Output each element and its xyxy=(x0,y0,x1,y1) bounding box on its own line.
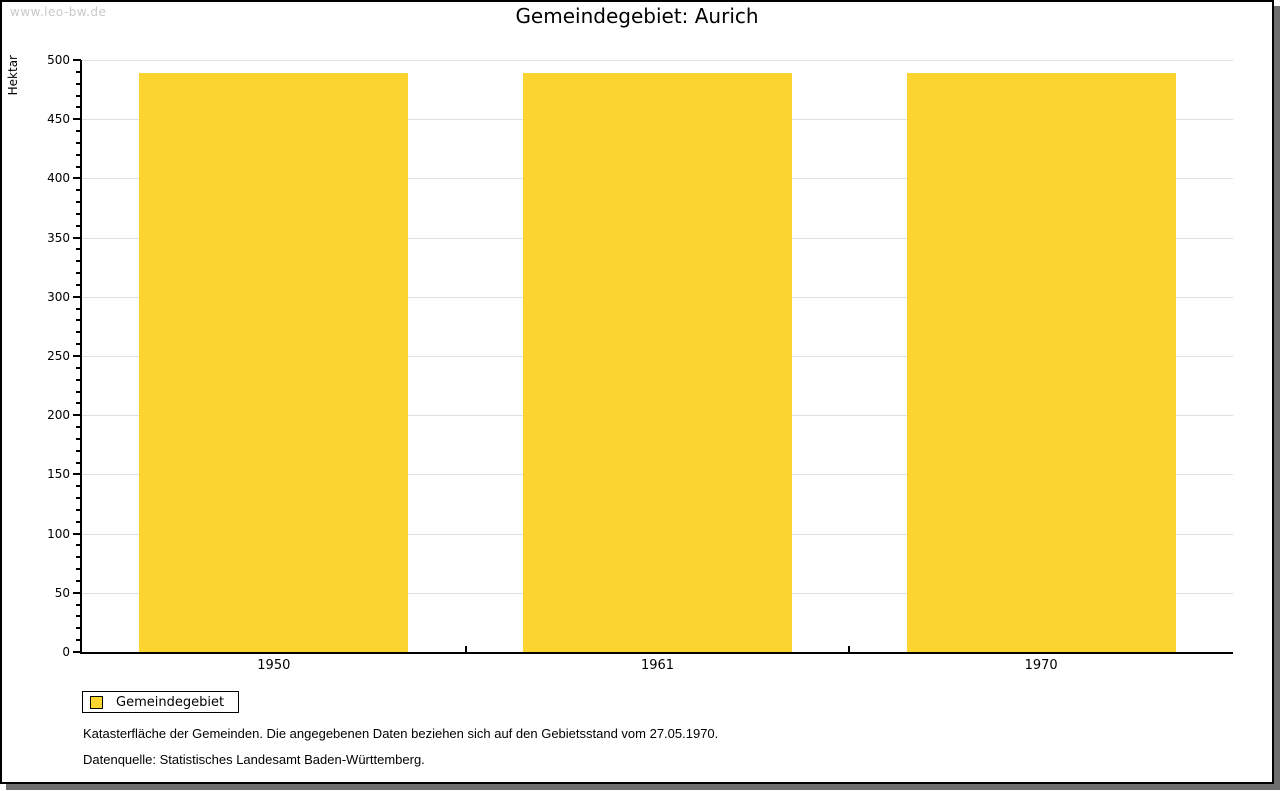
y-axis-tick-label: 250 xyxy=(47,349,70,363)
x-axis-tick-label: 1970 xyxy=(1024,658,1058,673)
y-axis-minor-tick xyxy=(76,70,81,73)
footnote-data-source: Datenquelle: Statistisches Landesamt Bad… xyxy=(83,752,425,767)
y-axis-minor-tick xyxy=(76,556,81,559)
plot-area: 0 50 100 150 200 250 300 350 400 450 500 1950 1961 19… xyxy=(47,53,1233,673)
legend-label: Gemeindegebiet xyxy=(116,694,225,710)
y-axis-tick xyxy=(73,651,81,653)
y-axis-minor-tick xyxy=(76,248,81,251)
y-axis-minor-tick xyxy=(76,189,81,192)
y-axis-minor-tick xyxy=(76,130,81,133)
y-axis-minor-tick xyxy=(76,260,81,263)
y-axis-minor-tick xyxy=(76,615,81,618)
y-axis-tick xyxy=(73,591,81,594)
y-axis-minor-tick xyxy=(76,449,81,452)
y-axis-minor-tick xyxy=(76,437,81,440)
y-axis-minor-tick xyxy=(76,366,81,369)
y-axis-minor-tick xyxy=(76,319,81,322)
y-axis-minor-tick xyxy=(76,307,81,310)
y-axis-minor-tick xyxy=(76,485,81,488)
y-axis-tick-label: 400 xyxy=(47,171,70,186)
y-axis-minor-tick xyxy=(76,201,81,204)
y-axis-tick xyxy=(73,118,81,121)
y-axis-minor-tick xyxy=(76,283,81,286)
y-axis-tick-label: 350 xyxy=(47,230,70,245)
y-axis-tick-label: 200 xyxy=(47,408,70,423)
y-axis-minor-tick xyxy=(76,508,81,511)
y-axis-minor-tick xyxy=(76,603,81,606)
y-axis-minor-tick xyxy=(76,165,81,168)
y-axis-tick-label: 500 xyxy=(47,53,70,67)
y-axis-tick xyxy=(73,473,81,476)
y-axis-minor-tick xyxy=(76,520,81,523)
y-axis-minor-tick xyxy=(76,141,81,144)
gridline xyxy=(82,60,1233,61)
y-axis-tick-label: 150 xyxy=(47,467,70,482)
y-axis-tick-label: 100 xyxy=(47,526,70,541)
watermark: www.leo-bw.de xyxy=(10,5,107,19)
bar-1950 xyxy=(139,73,409,652)
y-axis-tick-label: 50 xyxy=(54,585,70,600)
y-axis-tick xyxy=(73,236,81,239)
legend: Gemeindegebiet xyxy=(82,691,240,713)
legend-swatch xyxy=(90,695,103,709)
y-axis-tick xyxy=(73,177,81,180)
y-axis-minor-tick xyxy=(76,82,81,85)
y-axis-minor-tick xyxy=(76,94,81,97)
x-axis-boundary-tick xyxy=(464,646,467,652)
y-axis-minor-tick xyxy=(76,378,81,381)
chart-title: Gemeindegebiet: Aurich xyxy=(515,4,759,28)
y-axis-minor-tick xyxy=(76,153,81,156)
y-axis-tick xyxy=(73,414,81,417)
y-axis-tick-label: 300 xyxy=(47,289,70,304)
y-axis-minor-tick xyxy=(76,461,81,464)
y-axis-minor-tick xyxy=(76,224,81,227)
y-axis-tick-label: 0 xyxy=(62,645,70,659)
y-axis-minor-tick xyxy=(76,426,81,429)
y-axis-minor-tick xyxy=(76,639,81,642)
y-axis-tick xyxy=(73,532,81,535)
y-axis-tick-label: 450 xyxy=(47,112,70,127)
y-axis-title: Hektar xyxy=(6,55,20,96)
y-axis-tick xyxy=(73,355,81,357)
y-axis-minor-tick xyxy=(76,627,81,630)
y-axis-minor-tick xyxy=(76,402,81,405)
x-axis-tick-label: 1961 xyxy=(640,658,675,673)
y-axis-minor-tick xyxy=(76,272,81,275)
y-axis-minor-tick xyxy=(76,331,81,334)
y-axis-minor-tick xyxy=(76,568,81,571)
y-axis-minor-tick xyxy=(76,579,81,582)
y-axis-tick xyxy=(73,295,81,298)
bar-1961 xyxy=(523,73,792,652)
x-axis-tick-label: 1950 xyxy=(257,658,291,673)
bar-1970 xyxy=(906,73,1176,652)
y-axis-minor-tick xyxy=(76,212,81,215)
y-axis-minor-tick xyxy=(76,497,81,500)
y-axis-minor-tick xyxy=(76,106,81,109)
footnote-source-note: Katasterfläche der Gemeinden. Die angege… xyxy=(83,726,719,741)
x-axis-boundary-tick xyxy=(848,646,851,652)
y-axis-minor-tick xyxy=(76,544,81,547)
y-axis-tick xyxy=(73,59,81,61)
y-axis-minor-tick xyxy=(76,390,81,393)
y-axis-minor-tick xyxy=(76,343,81,346)
